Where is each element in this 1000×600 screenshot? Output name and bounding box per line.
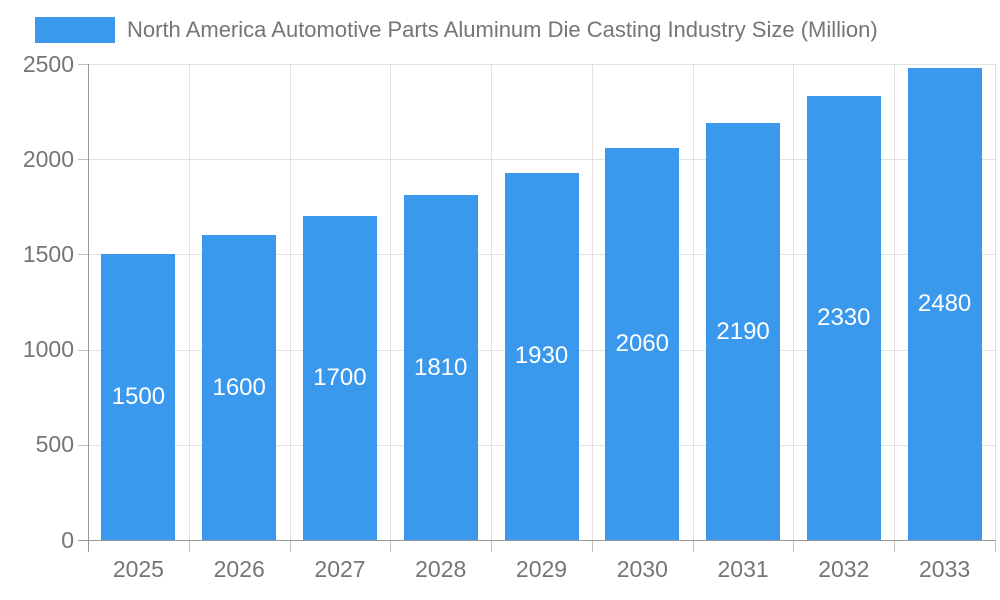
- bar-value-label: 1700: [313, 364, 367, 392]
- v-gridline: [188, 64, 190, 540]
- bar[interactable]: 1600: [202, 235, 277, 540]
- bar-value-label: 1810: [413, 353, 468, 381]
- x-axis-line: [78, 540, 995, 541]
- bar[interactable]: 1810: [403, 195, 478, 540]
- x-tick-label: 2031: [717, 556, 769, 582]
- bar-value-label: 2060: [615, 329, 669, 357]
- x-tick: [591, 540, 593, 552]
- y-tick-label: 2000: [22, 145, 74, 172]
- bar-value-label: 1500: [111, 383, 166, 411]
- x-tick: [491, 540, 493, 552]
- x-tick: [692, 540, 694, 552]
- bar-value-label: 1600: [212, 373, 266, 401]
- bar[interactable]: 2060: [605, 147, 680, 540]
- x-tick: [894, 540, 896, 552]
- bar[interactable]: 2190: [706, 123, 781, 540]
- y-tick-label: 500: [35, 431, 74, 458]
- x-tick-label: 2033: [919, 556, 971, 582]
- y-tick-label: 1500: [22, 240, 74, 267]
- x-tick-label: 2025: [112, 556, 164, 582]
- x-tick: [188, 540, 190, 552]
- bar-value-label: 2480: [917, 289, 972, 317]
- x-tick-label: 2026: [213, 556, 265, 582]
- y-tick-label: 2500: [22, 50, 74, 77]
- y-tick: [78, 444, 88, 446]
- y-tick-label: 1000: [22, 336, 74, 363]
- h-gridline: [88, 159, 995, 161]
- v-gridline: [591, 64, 593, 540]
- bar[interactable]: 1700: [302, 216, 377, 540]
- x-tick-label: 2027: [314, 556, 366, 582]
- legend-swatch[interactable]: [35, 17, 115, 43]
- bar-value-label: 1930: [514, 342, 569, 370]
- v-gridline: [692, 64, 694, 540]
- v-gridline: [894, 64, 896, 540]
- h-gridline: [88, 64, 995, 65]
- v-gridline: [390, 64, 392, 540]
- bar[interactable]: 1500: [101, 254, 176, 540]
- x-tick-label: 2028: [415, 556, 467, 582]
- x-tick-label: 2030: [616, 556, 668, 582]
- legend[interactable]: North America Automotive Parts Aluminum …: [35, 17, 878, 43]
- x-tick: [390, 540, 392, 552]
- x-tick: [995, 540, 996, 552]
- chart-title: North America Automotive Parts Aluminum …: [127, 17, 878, 42]
- x-tick-label: 2029: [515, 556, 568, 582]
- bar-value-label: 2190: [716, 317, 770, 345]
- y-tick: [78, 159, 88, 161]
- v-gridline: [995, 64, 996, 540]
- v-gridline: [289, 64, 291, 540]
- v-gridline: [793, 64, 795, 540]
- y-tick: [78, 64, 88, 65]
- x-tick: [289, 540, 291, 552]
- x-tick: [793, 540, 795, 552]
- bar[interactable]: 1930: [504, 172, 579, 540]
- v-gridline: [491, 64, 493, 540]
- y-tick: [78, 349, 88, 351]
- y-axis-line: [88, 64, 89, 552]
- y-tick-label: 0: [61, 526, 74, 553]
- bar[interactable]: 2330: [806, 96, 881, 540]
- x-tick-label: 2032: [818, 556, 870, 582]
- bar-value-label: 2330: [817, 304, 871, 332]
- bar[interactable]: 2480: [907, 67, 982, 540]
- y-tick: [78, 254, 88, 256]
